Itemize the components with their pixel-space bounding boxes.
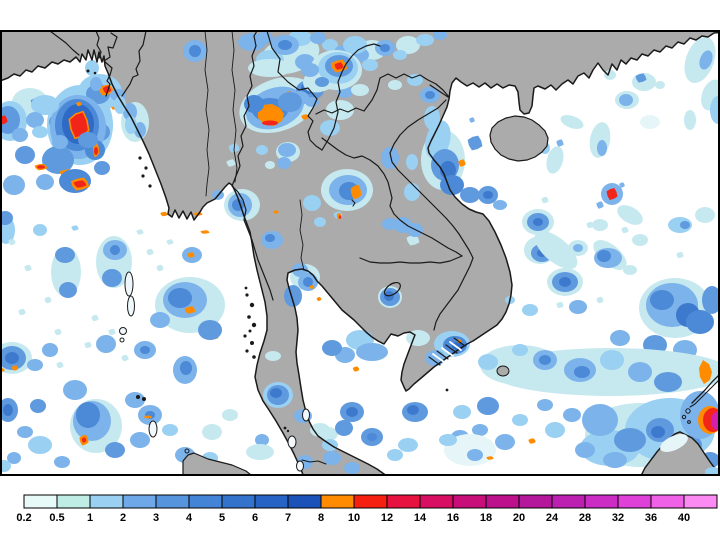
svg-text:7: 7 [285, 512, 291, 524]
svg-text:20: 20 [513, 512, 525, 524]
svg-text:2: 2 [120, 512, 126, 524]
svg-text:28: 28 [579, 512, 591, 524]
svg-text:5: 5 [219, 512, 225, 524]
svg-text:18: 18 [480, 512, 492, 524]
svg-text:32: 32 [612, 512, 624, 524]
svg-text:3: 3 [153, 512, 159, 524]
svg-text:4: 4 [186, 512, 193, 524]
svg-text:12: 12 [381, 512, 393, 524]
svg-text:0.2: 0.2 [16, 512, 31, 524]
svg-text:10: 10 [348, 512, 360, 524]
svg-text:36: 36 [645, 512, 657, 524]
svg-text:14: 14 [414, 512, 427, 524]
svg-text:16: 16 [447, 512, 459, 524]
svg-text:0.5: 0.5 [49, 512, 64, 524]
svg-text:24: 24 [546, 512, 559, 524]
svg-text:6: 6 [252, 512, 258, 524]
svg-text:1: 1 [87, 512, 93, 524]
svg-text:8: 8 [318, 512, 324, 524]
svg-text:40: 40 [678, 512, 690, 524]
